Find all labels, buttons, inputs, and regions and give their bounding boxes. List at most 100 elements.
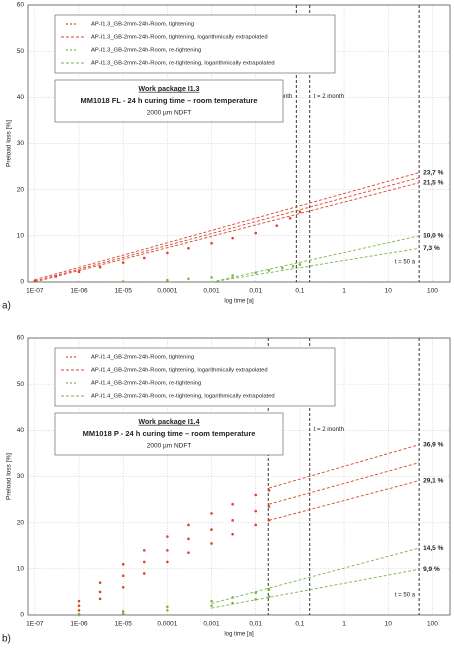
extrapolation-line	[211, 235, 420, 283]
legend-label: AP-I1.3_GB-2mm-24h-Room, tightening, log…	[91, 35, 268, 41]
data-point	[187, 523, 190, 527]
data-point	[98, 581, 102, 584]
data-point	[187, 551, 190, 554]
data-point	[210, 599, 213, 603]
y-tick-label: 40	[17, 427, 25, 434]
y-tick-label: 20	[17, 519, 25, 526]
panel-label: b)	[2, 634, 11, 645]
y-tick-label: 30	[17, 140, 25, 147]
data-point	[77, 604, 81, 608]
x-tick-label: 1	[342, 621, 346, 628]
data-point	[142, 549, 146, 552]
legend	[54, 14, 336, 74]
data-point	[187, 246, 190, 250]
data-point	[121, 261, 125, 264]
x-tick-label: 1E-07	[26, 621, 44, 628]
data-point	[254, 509, 258, 513]
info-text: Work package I1.3	[139, 86, 200, 93]
legend-symbol	[74, 356, 76, 358]
legend-symbol	[66, 23, 68, 25]
data-point	[254, 523, 258, 527]
data-point	[291, 265, 295, 268]
data-point	[142, 256, 146, 260]
end-value-label: 23,7 %	[423, 169, 443, 176]
extrapolation-line	[34, 182, 420, 283]
data-point	[187, 277, 190, 281]
x-tick-label: 10	[385, 621, 393, 628]
x-tick-label: 0,0001	[157, 288, 177, 295]
legend-label: AP-I1.4_GB-2mm-24h-Room, re-tightening, …	[91, 394, 275, 400]
extrapolation-line	[268, 444, 420, 489]
end-value-label: 36,9 %	[423, 441, 443, 448]
data-point	[210, 512, 213, 515]
marker-label: t = 2 month	[314, 427, 344, 433]
x-tick-label: 1E-05	[115, 288, 133, 295]
data-point	[254, 591, 258, 595]
legend-symbol	[66, 382, 68, 384]
extrapolation-line	[211, 547, 420, 604]
legend-symbol	[66, 356, 68, 358]
legend-label: AP-I1.4_GB-2mm-24h-Room, re-tightening	[91, 381, 201, 387]
x-tick-label: 100	[427, 621, 438, 628]
data-point	[77, 613, 81, 617]
x-tick-label: 1E-07	[26, 288, 44, 295]
y-tick-label: 10	[17, 233, 25, 240]
end-value-label: 9,9 %	[423, 566, 440, 573]
info-text: MM1018 FL - 24 h curing time – room temp…	[81, 96, 258, 105]
extrapolation-line	[34, 177, 420, 282]
y-tick-label: 10	[17, 566, 25, 573]
data-point	[210, 542, 213, 545]
x-tick-label: 0,1	[295, 621, 304, 628]
info-text: 2000 µm NDFT	[147, 110, 192, 117]
data-point	[267, 505, 271, 508]
y-tick-label: 0	[20, 612, 24, 619]
x-tick-label: 1	[342, 288, 346, 295]
end-value-label: 7,3 %	[423, 245, 440, 252]
data-point	[142, 572, 146, 575]
y-tick-label: 20	[17, 186, 25, 193]
extrapolation-line	[268, 462, 420, 505]
x-tick-label: 0,001	[203, 621, 220, 628]
x-axis-label: log time [a]	[224, 299, 254, 305]
panel-label: a)	[2, 301, 11, 312]
x-axis-label: log time [a]	[224, 632, 254, 638]
data-point	[77, 609, 81, 612]
info-text: Work package I1.4	[139, 419, 200, 426]
data-point	[166, 549, 169, 552]
data-point	[231, 532, 234, 536]
data-point	[298, 210, 302, 214]
data-point	[210, 241, 213, 245]
data-point	[254, 231, 258, 235]
data-point	[77, 599, 81, 603]
marker-label: t = 50 a	[395, 593, 416, 599]
legend-symbol	[74, 382, 76, 384]
end-value-label: 21,5 %	[423, 179, 443, 186]
y-tick-label: 0	[20, 279, 24, 286]
data-point	[231, 519, 234, 522]
legend-label: AP-I1.3_GB-2mm-24h-Room, re-tightening, …	[91, 61, 275, 67]
data-point	[121, 586, 125, 589]
data-point	[166, 251, 169, 255]
data-point	[231, 236, 234, 240]
data-point	[98, 597, 102, 601]
x-tick-label: 1E-05	[115, 621, 133, 628]
legend-symbol	[70, 23, 72, 25]
y-tick-label: 30	[17, 473, 25, 480]
data-point	[281, 266, 284, 270]
legend	[54, 347, 336, 407]
legend-label: AP-I1.4_GB-2mm-24h-Room, tightening, log…	[91, 368, 268, 374]
data-point	[121, 562, 125, 566]
end-value-label: 10,0 %	[423, 233, 443, 240]
data-point	[98, 265, 102, 269]
data-point	[254, 493, 258, 497]
info-box	[54, 79, 284, 123]
data-point	[166, 560, 169, 564]
data-point	[121, 574, 125, 578]
data-point	[267, 489, 271, 492]
legend-symbol	[70, 49, 72, 51]
y-tick-label: 40	[17, 94, 25, 101]
data-point	[142, 560, 146, 564]
data-point	[121, 610, 125, 613]
